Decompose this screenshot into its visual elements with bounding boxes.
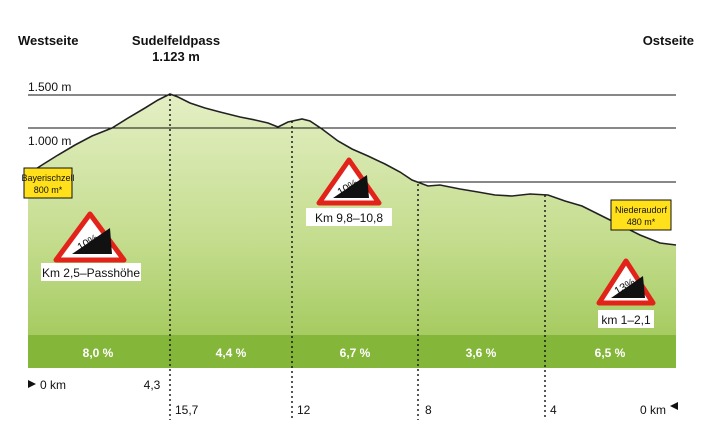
km-east-4: 4 xyxy=(550,403,557,417)
km-east-end: 0 km xyxy=(640,403,666,417)
place-east-name: Niederaudorf xyxy=(615,205,668,215)
km-west-start: 0 km xyxy=(40,378,66,392)
gradient-sign-1: 10% Km 2,5–Passhöhe xyxy=(41,211,141,281)
header-pass-altitude: 1.123 m xyxy=(152,49,200,64)
slope-icon xyxy=(611,276,645,298)
segment-gradient-3: 6,7 % xyxy=(340,346,371,360)
segment-gradient-2: 4,4 % xyxy=(216,346,247,360)
header-east: Ostseite xyxy=(643,33,694,48)
header-pass-name: Sudelfeldpass xyxy=(132,33,220,48)
km-west-pass: 4,3 xyxy=(144,378,161,392)
km-east-8: 8 xyxy=(425,403,432,417)
gradient-sign-3-caption: km 1–2,1 xyxy=(601,313,651,327)
gradient-sign-2: 10% Km 9,8–10,8 xyxy=(306,157,392,226)
segment-gradient-1: 8,0 % xyxy=(83,346,114,360)
place-east-altitude: 480 m* xyxy=(627,217,656,227)
segment-gradient-4: 3,6 % xyxy=(466,346,497,360)
slope-icon xyxy=(72,228,112,254)
place-west-altitude: 800 m* xyxy=(34,185,63,195)
altitude-label-1500: 1.500 m xyxy=(28,80,71,94)
gradient-sign-2-caption: Km 9,8–10,8 xyxy=(315,211,383,225)
slope-icon xyxy=(333,175,369,198)
altitude-label-1000: 1.000 m xyxy=(28,134,71,148)
profile-area xyxy=(28,94,676,368)
arrow-left-icon xyxy=(670,402,678,410)
km-east-12: 12 xyxy=(297,403,311,417)
gradient-band xyxy=(28,335,676,368)
gradient-sign-3: 13% km 1–2,1 xyxy=(596,258,656,328)
place-box-west: Bayerischzell 800 m* xyxy=(21,167,75,199)
arrow-right-icon xyxy=(28,380,36,388)
gradient-sign-1-caption: Km 2,5–Passhöhe xyxy=(42,266,140,280)
place-box-east: Niederaudorf 480 m* xyxy=(610,199,672,231)
header-west: Westseite xyxy=(18,33,78,48)
place-west-name: Bayerischzell xyxy=(21,173,74,183)
profile-outline xyxy=(27,93,677,246)
km-east-pass: 15,7 xyxy=(175,403,199,417)
segment-gradient-5: 6,5 % xyxy=(595,346,626,360)
